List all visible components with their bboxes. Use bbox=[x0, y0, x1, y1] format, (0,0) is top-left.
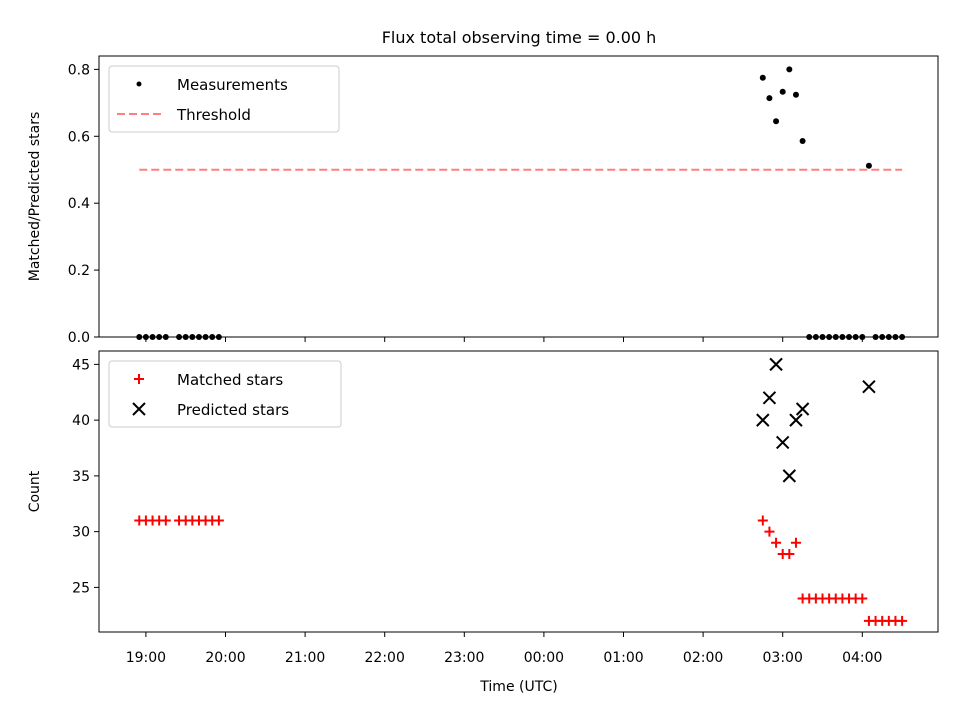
data-point bbox=[784, 548, 795, 559]
data-point bbox=[865, 162, 872, 169]
data-point bbox=[789, 413, 803, 427]
series-measurements bbox=[136, 66, 906, 340]
y-tick-label: 0.0 bbox=[68, 330, 90, 346]
x-tick-label: 00:00 bbox=[524, 650, 564, 666]
data-point bbox=[195, 334, 202, 340]
y-axis-label: Count bbox=[27, 470, 43, 512]
data-point bbox=[839, 334, 846, 340]
legend: Matched stars Predicted stars bbox=[108, 360, 342, 428]
data-point bbox=[819, 334, 826, 340]
chart-title: Flux total observing time = 0.00 h bbox=[382, 28, 657, 47]
data-point bbox=[857, 593, 868, 604]
plot-frame bbox=[98, 350, 939, 633]
data-point bbox=[757, 515, 768, 526]
data-point bbox=[846, 334, 853, 340]
x-tick-label: 19:00 bbox=[126, 650, 166, 666]
data-point bbox=[852, 334, 859, 340]
y-tick-label: 40 bbox=[72, 413, 90, 429]
data-point bbox=[142, 334, 149, 340]
data-point bbox=[759, 74, 766, 81]
data-point bbox=[862, 379, 876, 394]
data-point bbox=[790, 537, 801, 548]
data-point bbox=[762, 391, 777, 405]
y-tick-label: 0.4 bbox=[68, 196, 90, 212]
data-point bbox=[213, 515, 224, 526]
x-axis-label: Time (UTC) bbox=[479, 679, 557, 695]
data-point bbox=[892, 334, 899, 340]
legend-marker bbox=[132, 402, 146, 416]
data-point bbox=[859, 334, 866, 340]
y-tick-label: 0.6 bbox=[68, 129, 90, 145]
legend-label: Matched stars bbox=[177, 371, 283, 389]
data-point bbox=[182, 334, 189, 340]
data-point bbox=[149, 334, 156, 340]
data-point bbox=[202, 334, 209, 340]
data-point bbox=[782, 469, 797, 483]
data-point bbox=[215, 334, 222, 340]
y-tick-label: 25 bbox=[72, 580, 90, 596]
data-point bbox=[872, 334, 879, 340]
data-point bbox=[766, 95, 773, 102]
data-point bbox=[832, 334, 839, 340]
data-point bbox=[162, 334, 169, 340]
data-point bbox=[176, 334, 183, 340]
legend-marker bbox=[136, 81, 142, 87]
data-point bbox=[779, 88, 786, 95]
data-point bbox=[775, 435, 790, 450]
data-point bbox=[792, 91, 799, 98]
data-point bbox=[156, 334, 163, 340]
series-matched-stars bbox=[134, 515, 908, 626]
legend-box bbox=[108, 65, 340, 133]
chart-panel-2: 19:00 20:00 21:00 22:00 23:00 00:00 01:00 02:00… bbox=[27, 350, 939, 666]
data-point bbox=[795, 402, 810, 416]
x-tick-label: 22:00 bbox=[365, 650, 405, 666]
x-tick-label: 21:00 bbox=[285, 650, 325, 666]
data-point bbox=[136, 334, 143, 340]
data-point bbox=[773, 118, 780, 125]
legend-label: Measurements bbox=[177, 76, 288, 94]
legend-label: Predicted stars bbox=[177, 401, 289, 419]
y-tick-label: 0.2 bbox=[68, 263, 90, 279]
data-point bbox=[160, 515, 171, 526]
data-point bbox=[756, 413, 770, 427]
data-point bbox=[899, 334, 906, 340]
series-predicted-stars bbox=[756, 357, 876, 483]
data-point bbox=[897, 615, 908, 626]
data-point bbox=[771, 537, 782, 548]
data-point bbox=[879, 334, 886, 340]
legend-label: Threshold bbox=[176, 106, 251, 124]
data-point bbox=[769, 357, 783, 372]
x-tick-label: 03:00 bbox=[763, 650, 803, 666]
data-point bbox=[209, 334, 216, 340]
chart-panel-1: 0.0 0.2 0.4 0.6 0.8 Matched/Predicted stars Me… bbox=[27, 55, 939, 346]
y-axis-label: Matched/Predicted stars bbox=[27, 112, 43, 282]
data-point bbox=[812, 334, 819, 340]
x-tick-label: 01:00 bbox=[603, 650, 643, 666]
data-point bbox=[799, 137, 806, 144]
y-tick-label: 45 bbox=[72, 357, 90, 373]
data-point bbox=[806, 334, 813, 340]
plot-frame bbox=[98, 55, 939, 338]
x-tick-label: 04:00 bbox=[842, 650, 882, 666]
data-point bbox=[885, 334, 892, 340]
x-tick-label: 02:00 bbox=[683, 650, 723, 666]
x-tick-label: 20:00 bbox=[205, 650, 245, 666]
legend-marker bbox=[134, 374, 144, 384]
legend: Measurements Threshold bbox=[108, 65, 340, 133]
y-tick-label: 30 bbox=[72, 525, 90, 541]
data-point bbox=[826, 334, 833, 340]
y-tick-label: 35 bbox=[72, 469, 90, 485]
data-point bbox=[189, 334, 196, 340]
data-point bbox=[786, 66, 793, 73]
data-point bbox=[764, 526, 775, 537]
legend-box bbox=[108, 360, 342, 428]
x-tick-label: 23:00 bbox=[444, 650, 484, 666]
y-tick-label: 0.8 bbox=[68, 62, 90, 78]
